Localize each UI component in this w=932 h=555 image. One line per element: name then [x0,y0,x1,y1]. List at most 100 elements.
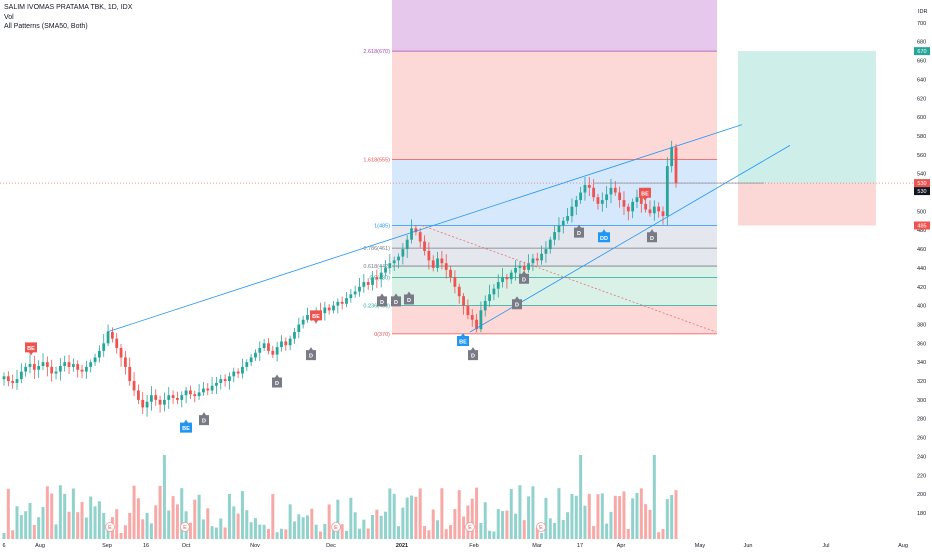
pattern-marker-label-14: DD [600,236,608,242]
fib-label-1: 1.618(555) [363,158,390,164]
candle-body [245,362,249,367]
volume-bar [32,525,36,545]
volume-bar [544,497,548,545]
event-marker-2 [331,522,341,532]
candle-body [635,197,639,202]
price-tick-5: 620 [917,96,926,102]
candle-body [405,239,409,250]
candle-body [535,258,539,261]
volume-bar [253,518,257,545]
time-label-10: 17 [577,543,583,549]
volume-bar [102,512,106,545]
volume-bar [41,507,45,545]
pattern-marker-label-16: D [650,236,654,242]
candle-body [262,343,266,349]
candle-body [106,332,110,344]
candle-body [579,192,583,201]
candle-body [548,239,552,250]
candle-body [492,288,496,295]
pattern-marker-label-10: D [471,354,475,360]
candle-body [19,371,23,380]
volume-bar [158,485,162,545]
volume-bar [115,509,119,545]
pattern-marker-label-5: D [309,354,313,360]
candle-body [622,200,626,207]
volume-bar [84,517,88,545]
volume-bar [214,527,218,545]
time-label-8: Feb [469,543,478,549]
candle-body [32,364,36,370]
candle-body [592,187,596,198]
event-marker-label-4: E [539,525,543,531]
price-tick-13: 460 [917,247,926,253]
volume-bar [527,496,531,545]
volume-bar [219,518,223,545]
time-label-14: Jul [822,543,829,549]
time-label-1: Aug [35,543,45,549]
pattern-marker-label-7: D [394,300,398,306]
candle-body [388,263,392,268]
volume-bar [305,515,309,545]
time-label-3: 16 [143,543,149,549]
candle-body [427,250,431,261]
candle-body [293,332,296,339]
volume-bar [336,499,340,545]
candle-body [371,277,374,285]
price-tick-21: 300 [917,398,926,404]
pattern-marker-label-15: BE [641,191,649,197]
volume-bar [349,497,353,545]
volume-bar [392,493,396,545]
volume-bar [639,488,643,545]
volume-bar [249,522,253,545]
candle-body [652,206,656,214]
candle-body [436,258,439,268]
volume-bar [15,506,19,545]
volume-bar [11,530,15,545]
time-label-11: Apr [617,543,626,549]
volume-bar [496,509,500,545]
price-tick-15: 420 [917,285,926,291]
candle-body [414,228,418,233]
candle-body [345,298,348,304]
volume-bar [631,498,635,545]
price-badge-0 [914,47,930,56]
candle-body [505,277,509,280]
volume-bar [345,530,349,545]
volume-bar [479,523,483,545]
volume-bar [284,529,288,545]
volume-bar [67,511,71,545]
volume-bar [310,508,314,545]
volume-bar [483,502,487,545]
volume-bar [375,509,379,545]
volume-bar [301,517,305,545]
candle-body [501,277,504,283]
volume-bar [210,526,214,545]
volume-bar [162,455,166,545]
candle-body [401,249,405,257]
candle-body [193,394,197,397]
candle-body [509,272,513,280]
volume-bar [592,526,596,545]
candle-body [648,209,652,214]
volume-bar [501,511,505,545]
pattern-marker-label-1: BE [182,426,190,432]
time-label-4: Oct [182,543,191,549]
candle-body [80,369,84,372]
pattern-marker-label-9: BE [459,339,467,345]
volume-bar [652,455,656,545]
volume-bar [145,512,149,545]
candle-body [587,184,591,188]
candle-body [618,192,622,201]
candle-body [483,300,487,311]
volume-bar [648,509,652,545]
volume-bar [318,531,322,545]
price-badge-label-0: 670 [917,49,926,55]
candle-body [89,362,93,367]
candle-body [137,390,140,400]
time-label-0: 6 [2,543,5,549]
candle-body [609,187,613,195]
candle-body [228,376,231,382]
fib-label-0: 2.618(670) [363,49,390,55]
